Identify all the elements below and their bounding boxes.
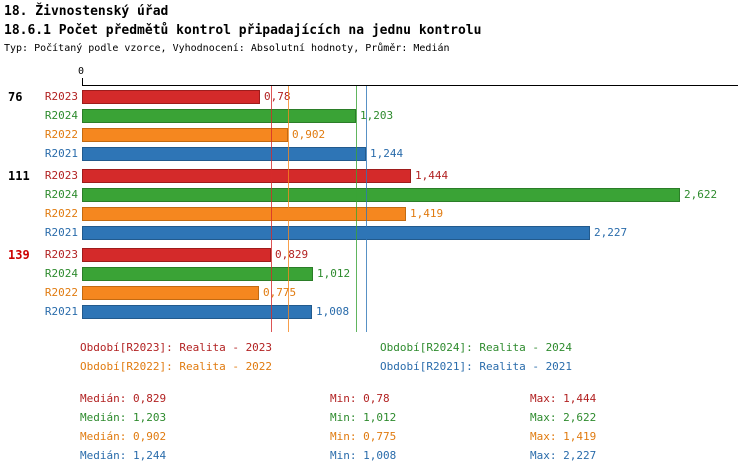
legend-item-r2023: Období[R2023]: Realita - 2023 bbox=[80, 341, 273, 354]
stat-min-r2021: Min: 1,008 bbox=[330, 449, 397, 462]
legend-item-r2021: Období[R2021]: Realita - 2021 bbox=[380, 360, 573, 373]
series-row-label: R2022 bbox=[44, 128, 78, 141]
stat-min-r2024: Min: 1,012 bbox=[330, 411, 397, 424]
stat-min-r2023: Min: 0,78 bbox=[330, 392, 390, 405]
series-row-label: R2024 bbox=[44, 109, 78, 122]
bar-r2021 bbox=[82, 305, 312, 319]
bar-value-label: 0,829 bbox=[275, 248, 309, 261]
bar-r2023 bbox=[82, 90, 260, 104]
bar-value-label: 1,244 bbox=[370, 147, 404, 160]
bar-value-label: 1,203 bbox=[360, 109, 394, 122]
bar-r2021 bbox=[82, 226, 590, 240]
series-row-label: R2024 bbox=[44, 188, 78, 201]
stat-max-r2021: Max: 2,227 bbox=[530, 449, 597, 462]
bar-value-label: 1,419 bbox=[410, 207, 444, 220]
group-count-label: 76 bbox=[8, 90, 23, 104]
stat-median-r2024: Medián: 1,203 bbox=[80, 411, 167, 424]
bar-r2023 bbox=[82, 169, 411, 183]
chart-title: 18.6.1 Počet předmětů kontrol připadajíc… bbox=[4, 23, 482, 38]
bar-value-label: 1,444 bbox=[415, 169, 449, 182]
x-axis-zero-label: 0 bbox=[78, 66, 85, 77]
series-row-label: R2021 bbox=[44, 305, 78, 318]
bar-value-label: 2,227 bbox=[594, 226, 628, 239]
series-row-label: R2021 bbox=[44, 226, 78, 239]
stat-max-r2022: Max: 1,419 bbox=[530, 430, 597, 443]
legend-item-r2022: Období[R2022]: Realita - 2022 bbox=[80, 360, 273, 373]
stat-median-r2022: Medián: 0,902 bbox=[80, 430, 167, 443]
bar-r2024 bbox=[82, 267, 313, 281]
legend-item-r2024: Období[R2024]: Realita - 2024 bbox=[380, 341, 573, 354]
stat-min-r2022: Min: 0,775 bbox=[330, 430, 397, 443]
series-row-label: R2022 bbox=[44, 207, 78, 220]
group-count-label: 111 bbox=[8, 169, 30, 183]
median-line-r2021 bbox=[366, 86, 367, 332]
bar-r2023 bbox=[82, 248, 271, 262]
x-axis-line bbox=[82, 85, 738, 86]
page-title: 18. Živnostenský úřad bbox=[4, 4, 169, 19]
bar-value-label: 2,622 bbox=[684, 188, 718, 201]
chart-meta: Typ: Počítaný podle vzorce, Vyhodnocení:… bbox=[4, 43, 450, 54]
stat-max-r2023: Max: 1,444 bbox=[530, 392, 597, 405]
series-row-label: R2022 bbox=[44, 286, 78, 299]
bar-value-label: 0,78 bbox=[264, 90, 291, 103]
median-line-r2023 bbox=[271, 86, 272, 332]
series-row-label: R2024 bbox=[44, 267, 78, 280]
stat-median-r2021: Medián: 1,244 bbox=[80, 449, 167, 462]
x-axis-tick bbox=[82, 78, 83, 86]
bar-r2022 bbox=[82, 286, 259, 300]
bar-r2021 bbox=[82, 147, 366, 161]
bar-r2022 bbox=[82, 128, 288, 142]
group-count-label: 139 bbox=[8, 248, 30, 262]
series-row-label: R2021 bbox=[44, 147, 78, 160]
median-line-r2022 bbox=[288, 86, 289, 332]
stat-median-r2023: Medián: 0,829 bbox=[80, 392, 167, 405]
bar-r2022 bbox=[82, 207, 406, 221]
bar-r2024 bbox=[82, 109, 356, 123]
bar-r2024 bbox=[82, 188, 680, 202]
bar-value-label: 1,012 bbox=[317, 267, 351, 280]
bar-value-label: 0,775 bbox=[263, 286, 297, 299]
bar-value-label: 0,902 bbox=[292, 128, 326, 141]
median-line-r2024 bbox=[356, 86, 357, 332]
series-row-label: R2023 bbox=[44, 90, 78, 103]
series-row-label: R2023 bbox=[44, 169, 78, 182]
stat-max-r2024: Max: 2,622 bbox=[530, 411, 597, 424]
bar-value-label: 1,008 bbox=[316, 305, 350, 318]
series-row-label: R2023 bbox=[44, 248, 78, 261]
